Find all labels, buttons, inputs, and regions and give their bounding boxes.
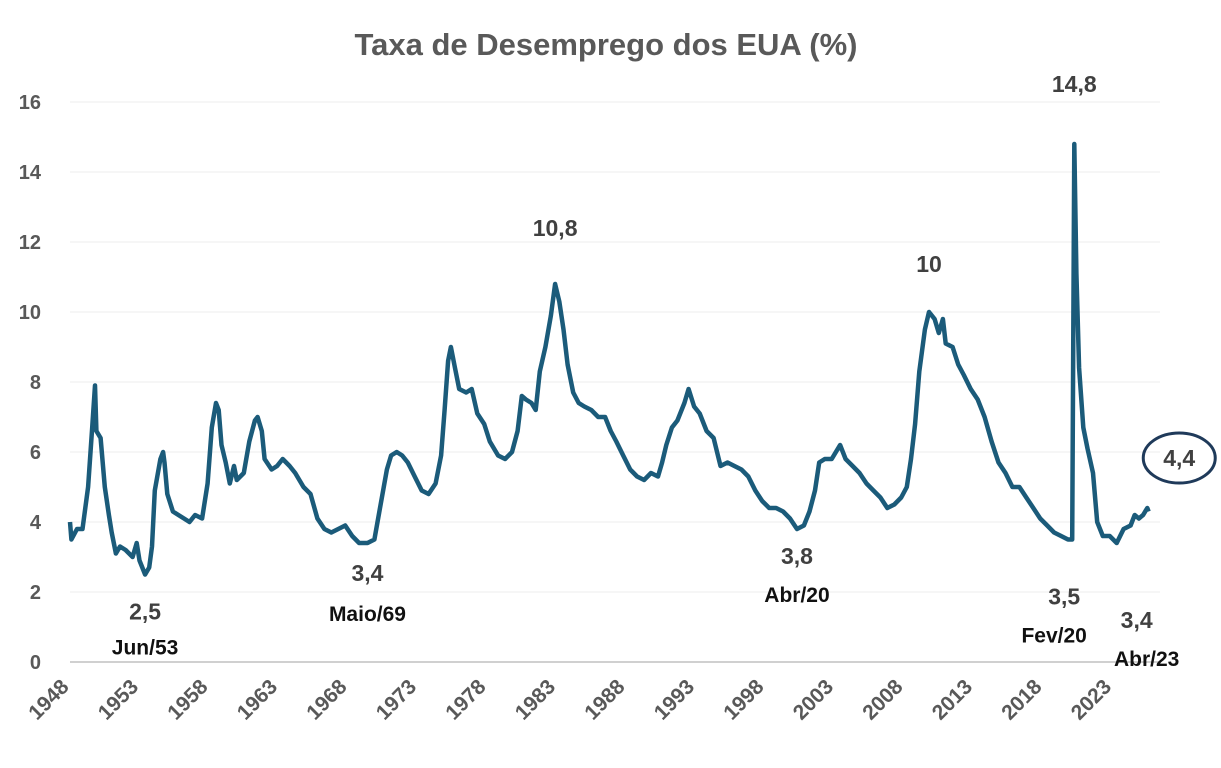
- annotation-date: Abr/20: [764, 584, 829, 607]
- annotation-date: Jun/53: [112, 637, 179, 660]
- x-tick-label: 1988: [580, 675, 630, 725]
- x-tick-label: 2023: [1067, 675, 1116, 724]
- annotation-value: 10,8: [533, 215, 578, 241]
- x-tick-label: 1998: [719, 675, 769, 725]
- x-axis-ticks: 1948 1953 1958 1963 1968 1973 1978 1983 1988 1993…: [24, 675, 1116, 725]
- annotation-date: Fev/20: [1021, 625, 1086, 648]
- y-axis-ticks: 0 2 4 6 8 10 12 14 16: [19, 92, 42, 674]
- y-tick-label: 16: [19, 92, 41, 114]
- x-tick-label: 2013: [928, 675, 977, 724]
- x-tick-label: 1978: [441, 675, 491, 725]
- y-tick-label: 6: [30, 442, 41, 464]
- x-tick-label: 1968: [302, 675, 352, 725]
- y-tick-label: 10: [19, 302, 41, 324]
- x-tick-label: 1963: [233, 675, 282, 724]
- x-tick-label: 1958: [163, 675, 213, 725]
- gridlines: [70, 101, 1160, 663]
- annotation-value: 3,5: [1048, 584, 1080, 610]
- x-tick-label: 1948: [24, 675, 74, 725]
- y-tick-label: 8: [30, 372, 41, 394]
- y-tick-label: 14: [19, 162, 42, 184]
- x-tick-label: 1993: [650, 675, 699, 724]
- annotation-value: 3,4: [351, 560, 383, 586]
- x-tick-label: 2008: [858, 675, 908, 725]
- annotation-value: 10: [916, 251, 942, 277]
- x-tick-label: 1953: [94, 675, 143, 724]
- x-tick-label: 1973: [372, 675, 421, 724]
- annotation-circle: [1141, 431, 1217, 485]
- y-tick-label: 12: [19, 232, 41, 254]
- x-tick-label: 2018: [997, 675, 1047, 725]
- y-tick-label: 0: [30, 652, 41, 674]
- x-tick-label: 2003: [789, 675, 838, 724]
- annotation-value: 14,8: [1052, 71, 1097, 97]
- annotation-date: Maio/69: [329, 603, 406, 626]
- x-tick-label: 1983: [511, 675, 560, 724]
- y-tick-label: 2: [30, 582, 41, 604]
- annotation-value: 3,4: [1121, 607, 1153, 633]
- annotations: 2,5 Jun/53 3,4 Maio/69 10,8 3,8 Abr/20 10 14,8 3,…: [112, 71, 1217, 671]
- series-line-unemployment: [67, 141, 1151, 577]
- y-tick-label: 4: [30, 512, 42, 534]
- chart-title: Taxa de Desemprego dos EUA (%): [354, 27, 857, 62]
- annotation-value: 4,4: [1163, 445, 1195, 471]
- annotation-date: Abr/23: [1114, 648, 1179, 671]
- annotation-value: 3,8: [781, 543, 813, 569]
- annotation-value: 2,5: [129, 599, 161, 625]
